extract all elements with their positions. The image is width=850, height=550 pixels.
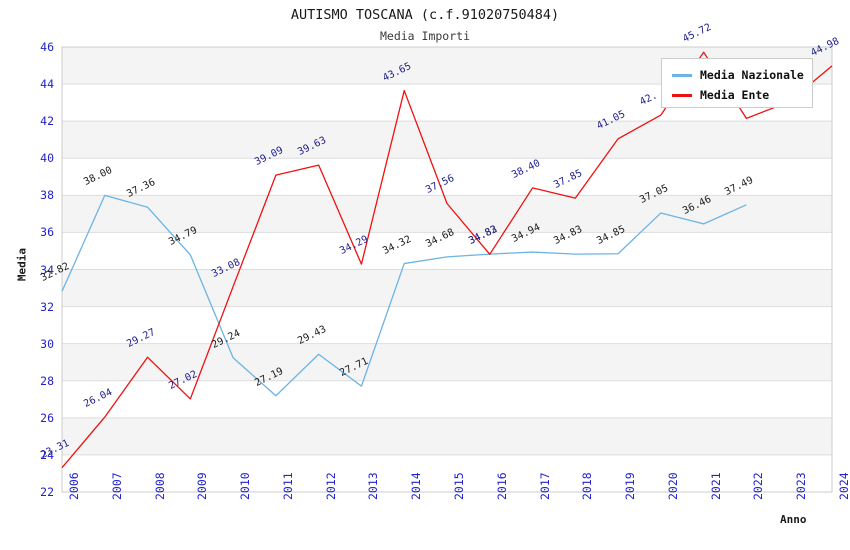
x-tick-2020: 2020 <box>665 472 680 500</box>
y-tick-46: 46 <box>40 40 54 54</box>
y-tick-30: 30 <box>40 336 54 351</box>
x-tick-2010: 2010 <box>238 472 253 500</box>
x-tick-2017: 2017 <box>537 472 552 500</box>
x-tick-2019: 2019 <box>623 472 638 500</box>
x-tick-2022: 2022 <box>751 472 766 500</box>
y-tick-24: 24 <box>40 447 54 462</box>
x-tick-2012: 2012 <box>323 472 338 500</box>
y-tick-32: 32 <box>40 299 54 314</box>
x-tick-2013: 2013 <box>366 472 381 500</box>
x-tick-2009: 2009 <box>195 472 210 500</box>
y-tick-22: 22 <box>40 485 54 499</box>
x-tick-2024: 2024 <box>837 472 850 500</box>
legend-label-2: Media Ente <box>700 88 770 102</box>
x-tick-2021: 2021 <box>708 472 723 500</box>
y-tick-44: 44 <box>40 77 54 92</box>
x-tick-2008: 2008 <box>152 472 167 500</box>
x-tick-2016: 2016 <box>494 472 509 500</box>
x-tick-2018: 2018 <box>580 472 595 500</box>
chart-subtitle: Media Importi <box>379 29 470 43</box>
x-tick-2014: 2014 <box>409 472 424 500</box>
y-tick-34: 34 <box>40 262 54 277</box>
x-tick-2015: 2015 <box>452 472 466 500</box>
y-tick-36: 36 <box>40 225 54 240</box>
x-axis-label: Anno <box>780 513 807 526</box>
x-tick-2011: 2011 <box>280 472 295 500</box>
x-tick-2006: 2006 <box>67 472 81 500</box>
y-tick-40: 40 <box>40 151 54 166</box>
legend-swatch-2 <box>672 94 692 97</box>
legend-swatch-1 <box>672 74 692 77</box>
legend-label-1: Media Nazionale <box>700 68 804 82</box>
y-tick-28: 28 <box>40 373 54 388</box>
y-tick-26: 26 <box>40 410 54 425</box>
chart-legend: Media Nazionale Media Ente <box>661 58 813 108</box>
chart-title: AUTISMO TOSCANA (c.f.91020750484) <box>290 7 560 23</box>
y-tick-42: 42 <box>40 114 54 129</box>
x-tick-2023: 2023 <box>794 472 809 500</box>
x-tick-2007: 2007 <box>109 472 124 500</box>
y-tick-38: 38 <box>40 188 54 203</box>
